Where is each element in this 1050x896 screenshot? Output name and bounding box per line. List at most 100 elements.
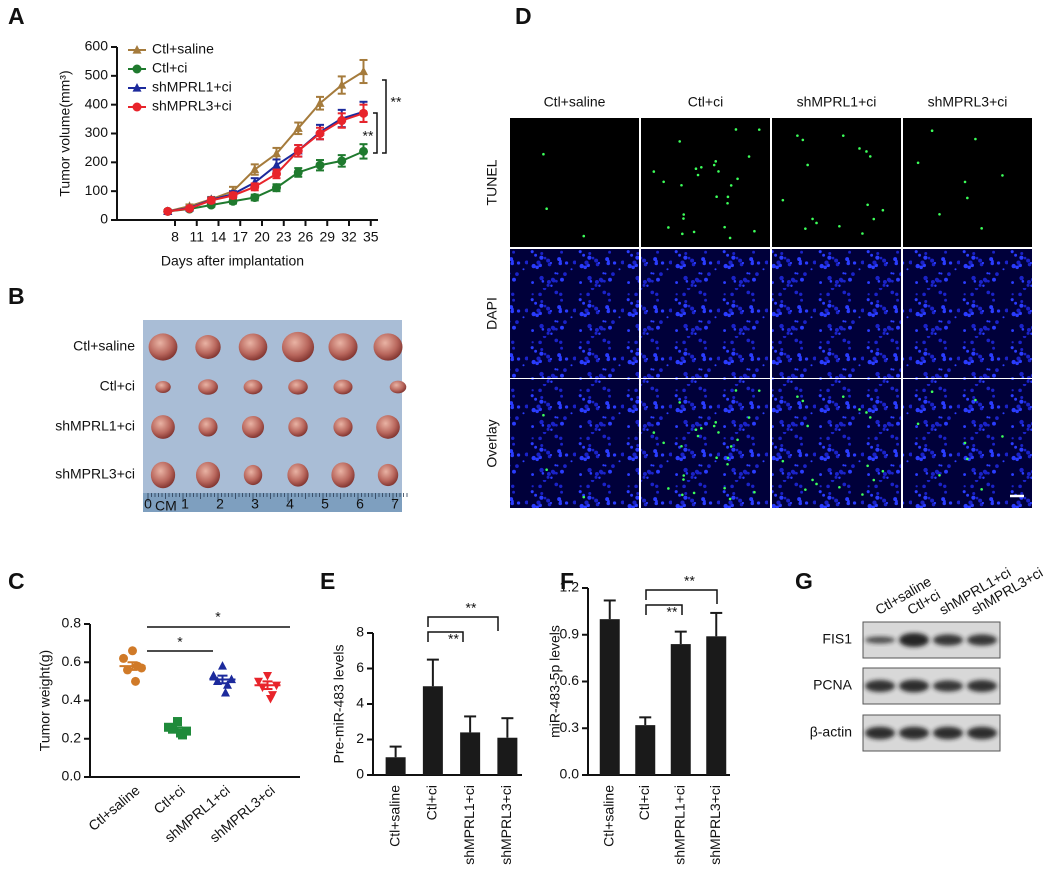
marker [263, 672, 272, 681]
annotation: * [215, 609, 221, 625]
y-tick-label: 100 [85, 182, 109, 198]
annotation: ** [466, 600, 477, 616]
marker [293, 167, 303, 177]
marker [132, 83, 142, 92]
marker [132, 45, 142, 54]
apoptotic-cell [667, 487, 670, 490]
series-line [167, 112, 364, 213]
error-bar [127, 661, 138, 671]
y-tick-label: 600 [85, 38, 109, 54]
bar [635, 725, 656, 775]
apoptotic-cell [681, 493, 684, 497]
apoptotic-cell [747, 155, 751, 158]
apoptotic-cell [726, 201, 729, 205]
apoptotic-cell [881, 469, 885, 473]
row-label: shMPRL3+ci [55, 466, 135, 482]
x-tick-label: shMPRL1+ci [461, 785, 477, 865]
ruler-label: 5 [321, 496, 329, 512]
x-tick-label: 11 [189, 229, 204, 245]
apoptotic-cell [682, 474, 686, 477]
row-label: DAPI [484, 297, 500, 330]
marker [337, 156, 347, 166]
error-bar [603, 599, 616, 620]
y-axis-label: miR-483-5p levels [547, 625, 563, 738]
marker [293, 146, 303, 156]
apoptotic-cell [728, 497, 732, 501]
apoptotic-cell [811, 478, 814, 482]
apoptotic-cell [714, 160, 718, 163]
panel-letter: G [795, 568, 813, 594]
apoptotic-cell [582, 234, 586, 238]
y-tick-label: 0 [100, 211, 108, 227]
y-tick-label: 0.0 [62, 768, 82, 784]
apoptotic-cell [729, 445, 733, 448]
marker [228, 190, 238, 200]
apoptotic-cell [861, 493, 864, 496]
y-tick-label: 500 [85, 67, 109, 83]
apoptotic-cell [694, 428, 698, 432]
marker [132, 102, 142, 112]
error-bar [389, 745, 402, 758]
y-tick-label: 0.6 [62, 653, 82, 669]
micrograph [510, 118, 639, 247]
apoptotic-cell [662, 180, 665, 184]
apoptotic-cell [815, 221, 818, 225]
column-label: shMPRL3+ci [928, 94, 1008, 110]
marker [315, 160, 325, 170]
x-tick-label: Ctl+ci [636, 785, 652, 820]
apoptotic-cell [781, 459, 785, 463]
tumor [150, 461, 176, 489]
apoptotic-cell [916, 422, 920, 426]
micrograph [772, 118, 901, 247]
x-tick-label: Ctl+saline [386, 785, 402, 847]
apoptotic-cell [838, 485, 841, 489]
apoptotic-cell [865, 150, 868, 153]
apoptotic-cell [753, 229, 756, 233]
micrograph [903, 249, 1032, 378]
apoptotic-cell [680, 444, 683, 448]
x-tick-label: Ctl+ci [424, 785, 440, 820]
tumor [195, 461, 221, 489]
apoptotic-cell [806, 424, 809, 428]
tumor [243, 464, 263, 486]
y-tick-label: 8 [356, 624, 364, 640]
apoptotic-cell [963, 441, 967, 445]
apoptotic-cell [726, 195, 730, 199]
apoptotic-cell [714, 421, 718, 424]
error-bar [426, 658, 439, 687]
tumor [389, 380, 407, 394]
blot-band [933, 680, 963, 692]
apoptotic-cell [734, 389, 738, 392]
apoptotic-cell [692, 230, 696, 234]
apoptotic-cell [662, 441, 665, 445]
y-tick-label: 200 [85, 153, 109, 169]
marker [163, 206, 173, 216]
blot-band [865, 636, 895, 644]
tumor [376, 415, 400, 439]
column-label: Ctl+ci [688, 94, 723, 110]
marker [359, 108, 368, 118]
y-tick-label: 1.2 [560, 579, 580, 595]
blot-band [899, 679, 929, 693]
apoptotic-cell [681, 232, 684, 236]
apoptotic-cell [747, 416, 751, 419]
tumor [281, 331, 315, 363]
apoptotic-cell [729, 184, 733, 187]
y-tick-label: 0.8 [62, 615, 82, 631]
micrograph [641, 118, 770, 247]
error-bar [172, 726, 183, 733]
marker [359, 66, 368, 76]
marker [315, 98, 325, 107]
y-tick-label: 0.6 [560, 672, 580, 688]
apoptotic-cell [801, 399, 805, 403]
row-label: TUNEL [484, 159, 500, 205]
annotation: ** [667, 604, 678, 620]
bar [385, 757, 406, 775]
marker [209, 670, 218, 680]
significance-bracket [382, 79, 387, 154]
apoptotic-cell [715, 195, 718, 199]
marker [293, 123, 303, 132]
ruler-label: 1 [181, 496, 189, 512]
y-tick-label: 4 [356, 695, 364, 711]
apoptotic-cell [652, 431, 656, 434]
